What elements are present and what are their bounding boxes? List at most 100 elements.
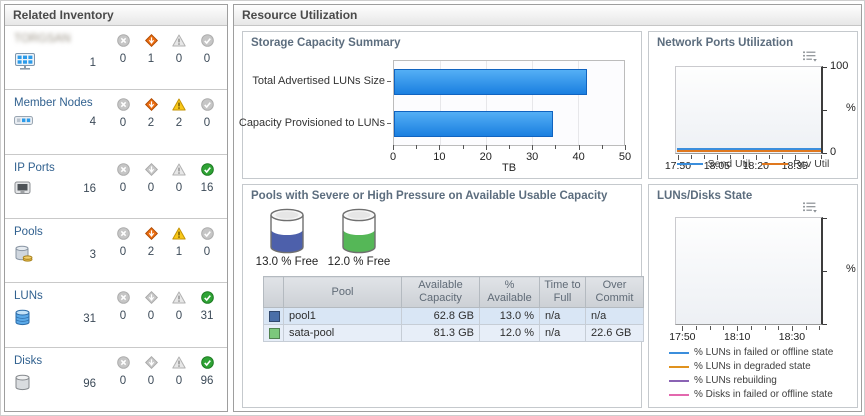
- status-icons: 0 0 0 96: [109, 355, 221, 411]
- status-column: 0: [137, 355, 165, 411]
- gauge-label: 12.0 % Free: [327, 256, 391, 268]
- warning-status-icon: [172, 227, 186, 243]
- axis-tick: [462, 145, 464, 149]
- axis-tick: [778, 326, 780, 330]
- table-cell: n/a: [585, 307, 644, 325]
- axis-tick: [742, 155, 744, 159]
- table-column-header: Pool: [283, 276, 402, 308]
- legend-label: % Disks in failed or offline state: [694, 389, 833, 400]
- normal-status-icon: [200, 355, 214, 372]
- resource-utilization-panel: Resource Utilization Storage Capacity Su…: [233, 4, 862, 412]
- axis-tick: [690, 155, 692, 159]
- legend-label: % LUNs rebuilding: [694, 375, 777, 386]
- y-axis-tick: [823, 110, 827, 111]
- inventory-item: IP Ports 16: [14, 162, 106, 218]
- axis-tick-label: 18:05: [703, 160, 731, 172]
- table-column-header: [263, 276, 284, 308]
- inventory-item-label[interactable]: Member Nodes: [14, 97, 93, 110]
- related-inventory-title: Related Inventory: [13, 8, 114, 22]
- normal-status-icon: [200, 162, 214, 179]
- normal-status-icon: [200, 34, 214, 50]
- related-inventory-header: Related Inventory: [5, 5, 227, 26]
- legend-line-sample: [669, 365, 689, 368]
- failed-status-icon: [116, 227, 130, 243]
- status-column: 96: [193, 355, 221, 411]
- disk-icon: [14, 374, 31, 394]
- inventory-item-label[interactable]: Pools: [14, 225, 43, 238]
- status-count: 0: [175, 53, 183, 65]
- chart-menu-icon[interactable]: [802, 50, 817, 65]
- inventory-item-label[interactable]: Disks: [14, 354, 43, 367]
- normal-status-icon: [200, 98, 214, 114]
- status-count: 0: [119, 117, 127, 130]
- inventory-item-label[interactable]: LUNs: [14, 290, 43, 303]
- failed-status-icon: [116, 34, 130, 50]
- axis-tick: [677, 155, 679, 160]
- status-count: 1: [147, 53, 155, 65]
- legend-line-sample: [669, 379, 689, 382]
- table-column-header: % Available: [479, 276, 540, 308]
- inventory-row: Pools 3 0 2 1 0: [5, 217, 227, 282]
- axis-tick: [807, 155, 809, 159]
- axis-tick: [764, 326, 766, 330]
- status-count: 0: [203, 117, 211, 130]
- lun-icon: [14, 309, 31, 329]
- status-column: 0: [109, 34, 137, 89]
- status-column: 0: [109, 227, 137, 282]
- axis-tick: [625, 145, 626, 150]
- y-axis-tick: [823, 153, 827, 154]
- table-row[interactable]: sata-pool 81.3 GB 12.0 % n/a 22.6 GB: [263, 324, 644, 342]
- axis-tick: [416, 145, 418, 149]
- inventory-item-label[interactable]: TORGSAN: [14, 33, 71, 45]
- status-column: 1: [137, 33, 165, 89]
- axis-tick-label: 30: [526, 151, 539, 163]
- axis-tick: [755, 155, 757, 160]
- axis-tick: [703, 155, 705, 159]
- major-status-icon: [144, 33, 158, 50]
- inventory-row: LUNs 31 0 0 0 31: [5, 282, 227, 346]
- axis-tick-label: 0: [389, 151, 397, 163]
- pool-capacity-gauge: 12.0 % Free: [323, 207, 395, 268]
- y-axis-unit-label: %: [846, 102, 856, 114]
- legend-item: % LUNs in degraded state: [669, 361, 833, 372]
- y-axis-min-label: 0: [830, 146, 837, 158]
- inventory-item: Disks 96: [14, 355, 106, 411]
- status-column: 2: [165, 98, 193, 153]
- port-icon: [14, 181, 31, 198]
- legend-item: Rcv Util: [762, 158, 829, 170]
- status-count: 0: [147, 374, 155, 387]
- warning-status-icon: [172, 356, 186, 372]
- status-column: 1: [165, 227, 193, 282]
- pool-gauges: 13.0 % Free 12.0 % Free: [243, 203, 641, 268]
- axis-tick: [439, 145, 441, 150]
- status-column: 2: [137, 226, 165, 282]
- axis-tick: [820, 155, 822, 159]
- resource-utilization-header: Resource Utilization: [234, 5, 861, 26]
- bar: [394, 111, 553, 137]
- axis-tick-label: 10: [433, 151, 446, 163]
- luns-disks-state-title: LUNs/Disks State: [657, 190, 753, 202]
- normal-status-icon: [200, 227, 214, 243]
- legend-item: % LUNs in failed or offline state: [669, 347, 833, 358]
- status-count: 2: [175, 117, 183, 130]
- axis-tick: [805, 326, 807, 330]
- table-cell: 13.0 %: [479, 307, 540, 325]
- inventory-item: Pools 3: [14, 226, 106, 282]
- axis-tick: [393, 145, 394, 150]
- network-ports-utilization-title: Network Ports Utilization: [657, 37, 794, 49]
- axis-tick: [750, 326, 752, 330]
- network-ports-utilization-panel: Network Ports Utilization 100 0 % 17:50 1…: [648, 31, 858, 179]
- luns-disks-legend: % LUNs in failed or offline state % LUNs …: [669, 347, 833, 403]
- status-count: 2: [147, 245, 155, 258]
- table-row[interactable]: pool1 62.8 GB 13.0 % n/a n/a: [263, 307, 644, 325]
- pool-color-swatch: [269, 310, 280, 322]
- legend-label: % LUNs in degraded state: [694, 361, 811, 372]
- failed-status-icon: [116, 291, 130, 307]
- chart-menu-icon[interactable]: [802, 201, 817, 216]
- inventory-item-label[interactable]: IP Ports: [14, 161, 55, 174]
- axis-tick: [509, 145, 510, 149]
- system-icon: [14, 52, 36, 74]
- status-count: 0: [147, 181, 155, 194]
- legend-line-sample: [669, 351, 689, 354]
- pool-capacity-gauge: 13.0 % Free: [251, 207, 323, 268]
